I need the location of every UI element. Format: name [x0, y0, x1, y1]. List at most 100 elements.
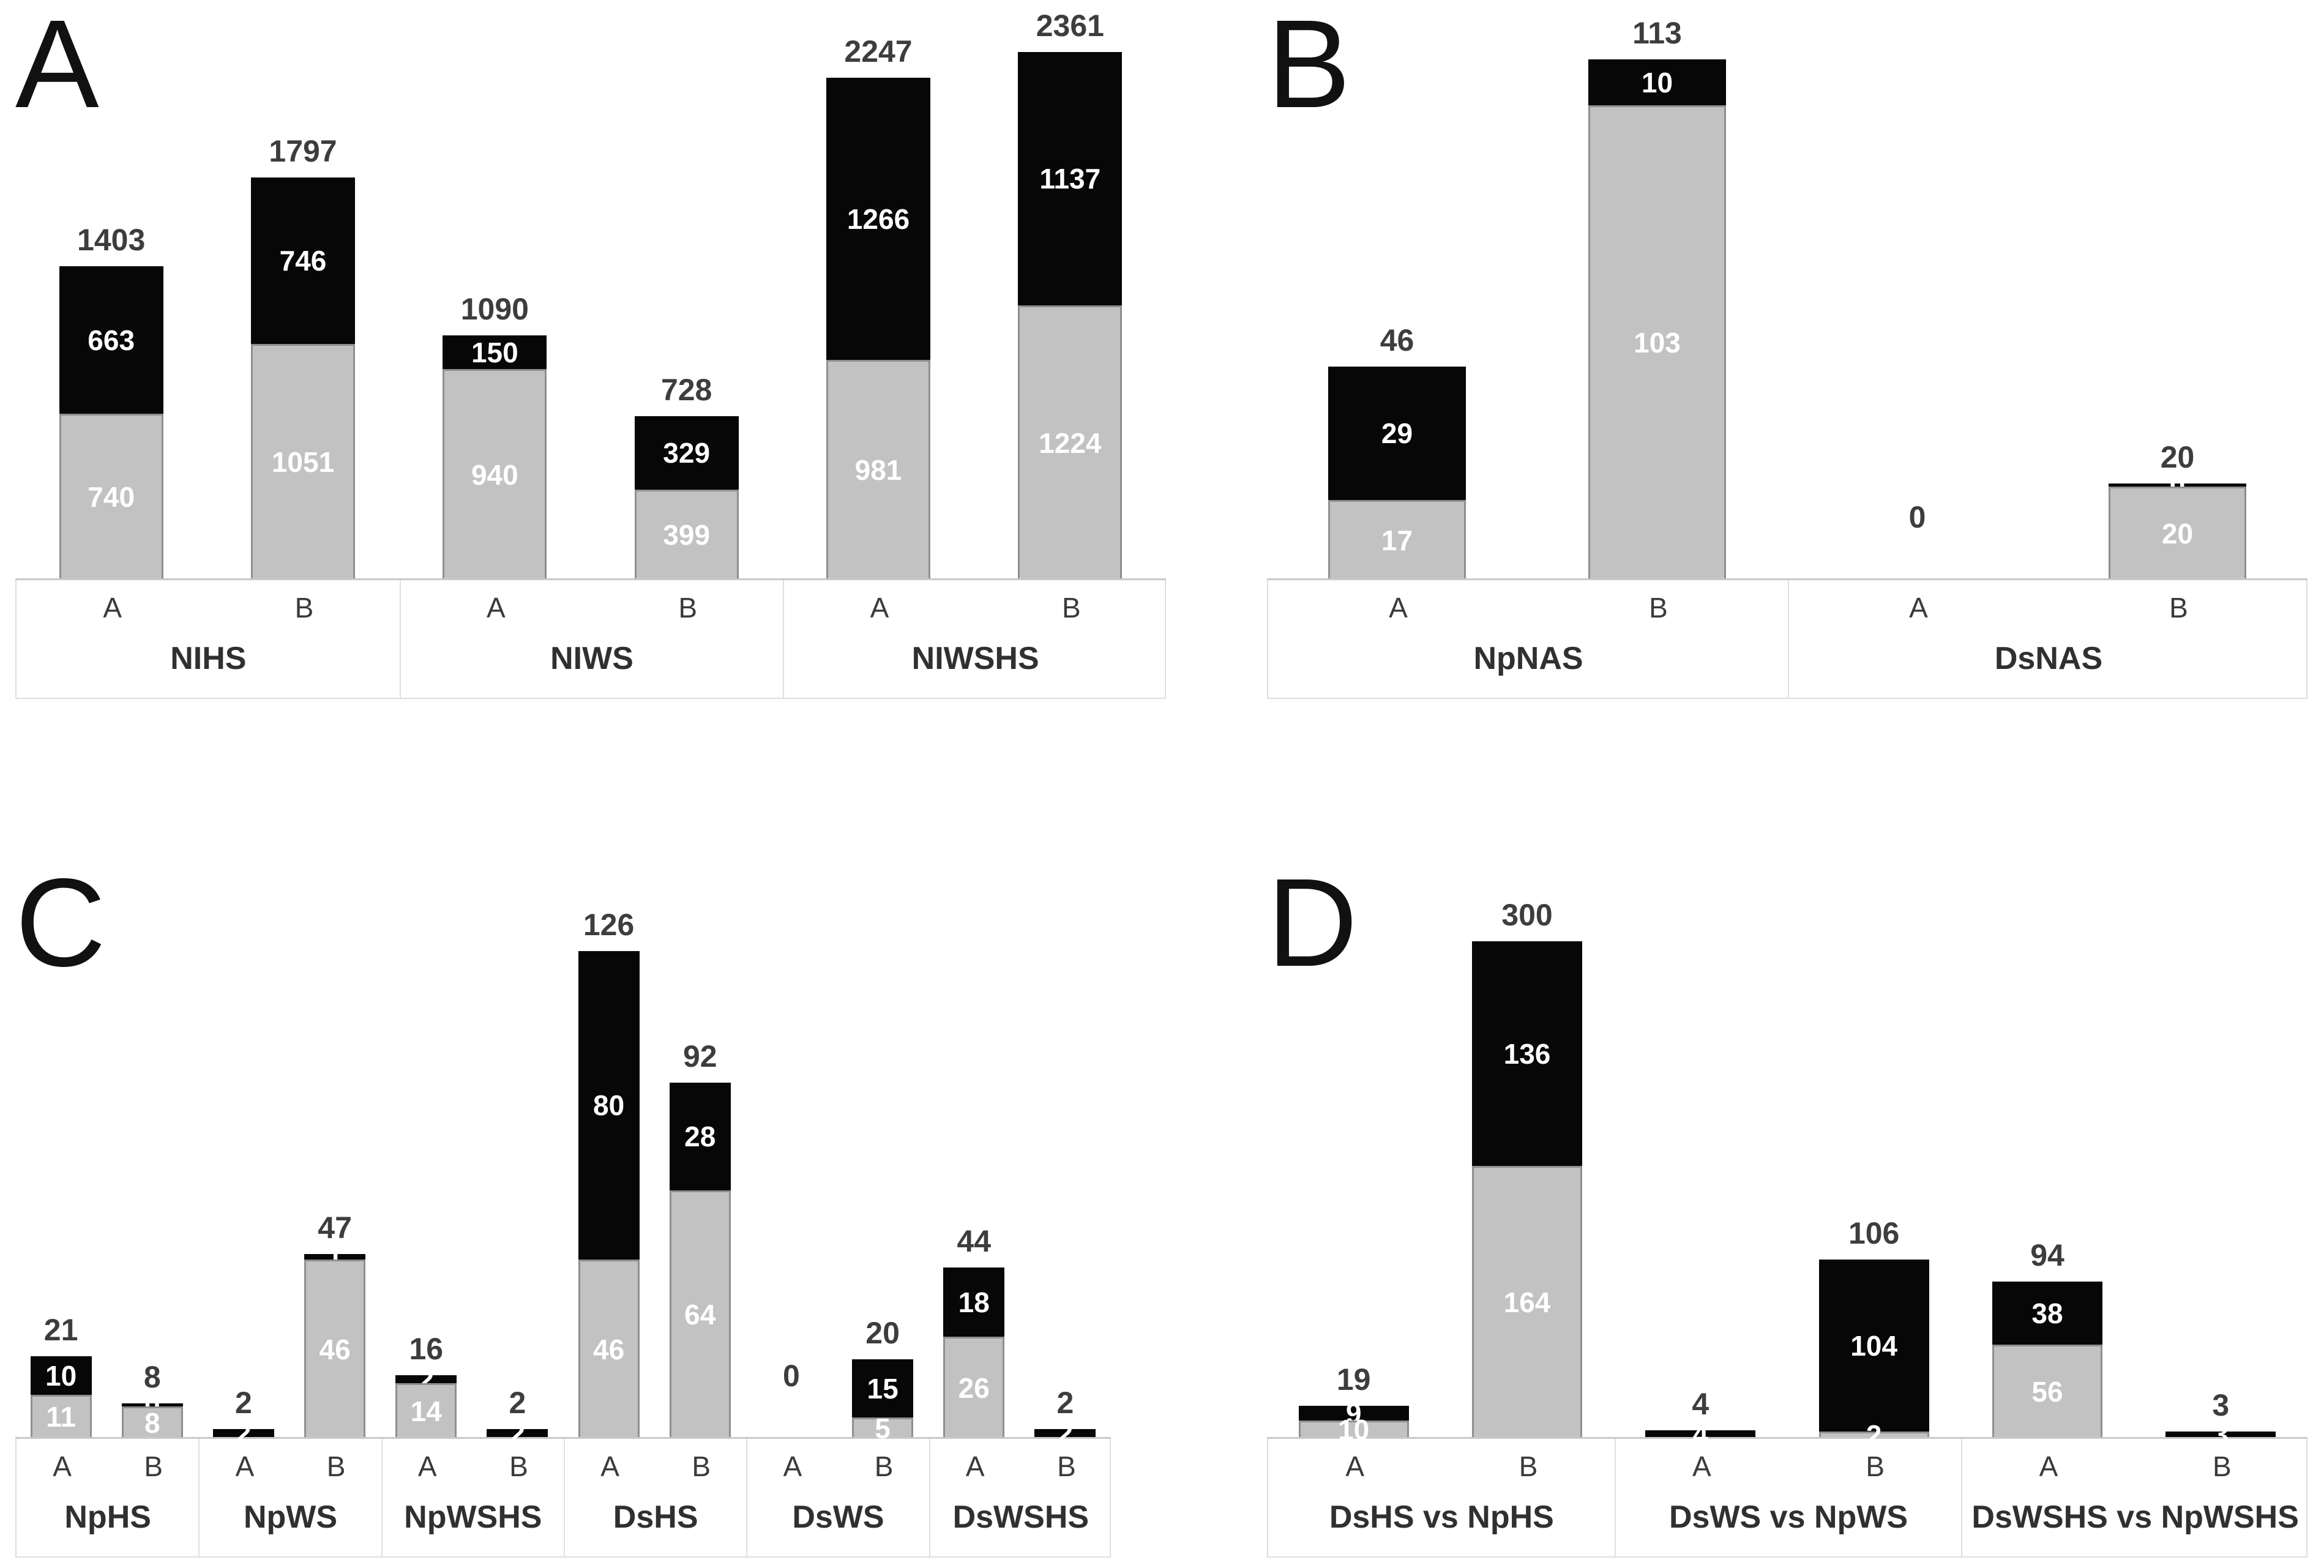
- tick-label: A: [783, 1450, 802, 1482]
- bar-segment-black: 9: [1298, 1399, 1409, 1427]
- bar-segment-black: 28: [669, 1083, 731, 1190]
- segment-value-label: 746: [279, 245, 327, 277]
- stacked-bar: 4: [1645, 1420, 1756, 1448]
- segment-value-label: 29: [1381, 417, 1413, 449]
- bar-segment-black: 2: [487, 1419, 548, 1447]
- group-label: DsWSHS vs NpWSHS: [1971, 1499, 2299, 1535]
- bar-total-label: 92: [682, 1039, 717, 1073]
- tick-label: B: [144, 1450, 163, 1482]
- tick-label: A: [235, 1450, 255, 1482]
- bar-segment-black: 10: [1588, 59, 1726, 105]
- bar-segment-black: 663: [59, 266, 163, 414]
- segment-value-label: 740: [88, 481, 135, 513]
- bar-total-label: 2: [509, 1386, 526, 1420]
- bar-total-label: 1090: [460, 292, 529, 326]
- stacked-bar: 9 10: [1298, 1399, 1409, 1444]
- bar-total-label: 2247: [844, 34, 913, 69]
- group-label: NpHS: [64, 1499, 151, 1535]
- bar-total-label: 46: [1380, 323, 1414, 357]
- bar-total-label: 126: [583, 908, 635, 942]
- segment-value-label: 10: [1641, 66, 1673, 99]
- stacked-bar: 2: [212, 1419, 274, 1447]
- bar-segment-black: 29: [1328, 367, 1466, 500]
- panel-a-category-axis-band: A B NIHS A B NIWS A B NIWSHS: [15, 580, 1166, 699]
- bar-segment-black: 746: [251, 177, 355, 344]
- stacked-bar: 136 164: [1472, 941, 1582, 1437]
- bar-segment-gray: 399: [634, 490, 739, 578]
- segment-value-label: 150: [471, 336, 518, 368]
- bar-segment-gray: 940: [443, 369, 547, 578]
- bar-segment-gray: 26: [943, 1337, 1005, 1437]
- panel-c-plot-area: 10 11 21 0 8 8 2 2 1 46 47 2 14 16 2 2 80 46 126 28 64 92 0 15 5…: [15, 868, 1111, 1447]
- segment-value-label: 136: [1503, 1037, 1551, 1070]
- segment-value-label: 164: [1503, 1286, 1551, 1318]
- tick-label: B: [1061, 592, 1081, 624]
- bar-total-label: 300: [1501, 898, 1553, 932]
- bar-total-label: 728: [660, 373, 712, 407]
- segment-value-label: 981: [854, 454, 902, 486]
- group-divider: [928, 1439, 930, 1556]
- bar-total-label: 113: [1632, 16, 1682, 50]
- tick-label: B: [1057, 1450, 1076, 1482]
- group-label: DsHS: [613, 1499, 698, 1535]
- segment-value-label: 20: [2161, 517, 2194, 550]
- bar-segment-black: 1137: [1018, 52, 1123, 305]
- tick-label: B: [2169, 592, 2188, 624]
- stacked-bar: 1137 1224: [1018, 52, 1123, 578]
- bar-total-label: 94: [2030, 1238, 2064, 1272]
- segment-value-label: 46: [592, 1333, 625, 1365]
- group-divider: [564, 1439, 565, 1556]
- stacked-bar: 29 17: [1328, 367, 1466, 578]
- group-divider: [1961, 1439, 1963, 1556]
- tick-label: A: [600, 1450, 619, 1482]
- panel-d-plot-area: 9 10 19 136 164 300 4 4 104 2 106 38 56 94 3 3: [1267, 868, 2307, 1449]
- stacked-bar: 28 64: [669, 1083, 731, 1437]
- segment-value-label: 8: [144, 1406, 160, 1439]
- panel-a-plot-area: 663 740 1403 746 1051 1797 150 940 1090 329 399 728…: [15, 9, 1166, 580]
- tick-label: A: [103, 592, 122, 624]
- segment-value-label: 5: [875, 1412, 891, 1444]
- bar-segment-gray: 46: [304, 1260, 366, 1437]
- stacked-bar: 1266 981: [826, 78, 930, 578]
- bar-segment-gray: 10: [1298, 1416, 1409, 1444]
- bar-total-label: 16: [409, 1332, 444, 1366]
- segment-value-label: 11: [46, 1401, 76, 1433]
- bar-segment-black: 1266: [826, 78, 930, 360]
- tick-label: B: [326, 1450, 346, 1482]
- bar-segment-black: 1: [304, 1243, 366, 1271]
- panel-a: A 663 740 1403 746 1051 1797 150 940 1090 329 399 7…: [15, 0, 1166, 707]
- group-divider: [746, 1439, 748, 1556]
- segment-value-label: 28: [684, 1121, 716, 1152]
- segment-value-label: 399: [663, 519, 711, 551]
- bar-segment-black: 15: [852, 1359, 914, 1417]
- group-label: NIWS: [550, 641, 633, 676]
- group-label: NIHS: [170, 641, 247, 676]
- stacked-bar: 2 14: [395, 1365, 457, 1437]
- tick-label: B: [874, 1450, 894, 1482]
- panel-c: C 10 11 21 0 8 8 2 2 1 46 47 2 14 16 2 2 80 46 126 28 64 92 0 1…: [15, 857, 1111, 1566]
- panel-a-letter: A: [15, 0, 99, 134]
- tick-label: A: [870, 592, 889, 624]
- tick-label: B: [692, 1450, 711, 1482]
- tick-label: B: [2212, 1450, 2232, 1482]
- bar-segment-gray: 46: [578, 1260, 640, 1437]
- tick-label: A: [965, 1450, 985, 1482]
- group-divider: [198, 1439, 200, 1556]
- bar-total-label: 2: [235, 1386, 252, 1420]
- bar-segment-black: 80: [578, 951, 640, 1260]
- group-label: DsHS vs NpHS: [1329, 1499, 1554, 1535]
- bar-segment-gray: 1224: [1018, 305, 1123, 578]
- stacked-bar: 1 46: [304, 1243, 366, 1437]
- group-divider: [399, 580, 401, 698]
- segment-value-label: 46: [319, 1333, 351, 1365]
- segment-value-label: 15: [867, 1372, 899, 1405]
- segment-value-label: 26: [958, 1372, 990, 1404]
- segment-value-label: 1266: [846, 203, 910, 235]
- stacked-bar: 2: [487, 1419, 548, 1447]
- bar-total-label: 3: [2212, 1388, 2230, 1422]
- bar-segment-black: 4: [1645, 1420, 1756, 1448]
- bar-segment-black: 2: [1034, 1419, 1096, 1447]
- segment-value-label: 663: [88, 324, 135, 356]
- group-label: NpWSHS: [404, 1499, 542, 1535]
- bar-segment-gray: 164: [1472, 1166, 1582, 1437]
